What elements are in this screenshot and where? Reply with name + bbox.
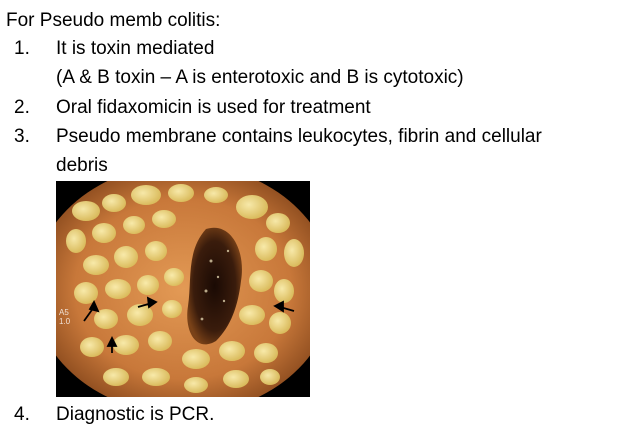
list-text: Pseudo membrane contains leukocytes, fib…	[56, 126, 542, 147]
endoscopy-image: A5 1.0	[56, 181, 310, 397]
overlay-label-a5: A5	[59, 308, 69, 317]
list-text: Diagnostic is PCR.	[56, 404, 215, 425]
list-text: It is toxin mediated	[56, 38, 215, 59]
list-item-1-subtext: (A & B toxin – A is enterotoxic and B is…	[56, 67, 464, 88]
page-title: For Pseudo memb colitis:	[6, 10, 221, 31]
list-number: 1.	[14, 38, 30, 59]
list-item-3-continuation: debris	[56, 155, 108, 176]
list-number: 3.	[14, 126, 30, 147]
list-text: Oral fidaxomicin is used for treatment	[56, 97, 371, 118]
overlay-label-value: 1.0	[59, 317, 71, 326]
list-number: 4.	[14, 404, 30, 425]
list-number: 2.	[14, 97, 30, 118]
colon-pseudomembrane-illustration: A5 1.0	[56, 181, 310, 397]
